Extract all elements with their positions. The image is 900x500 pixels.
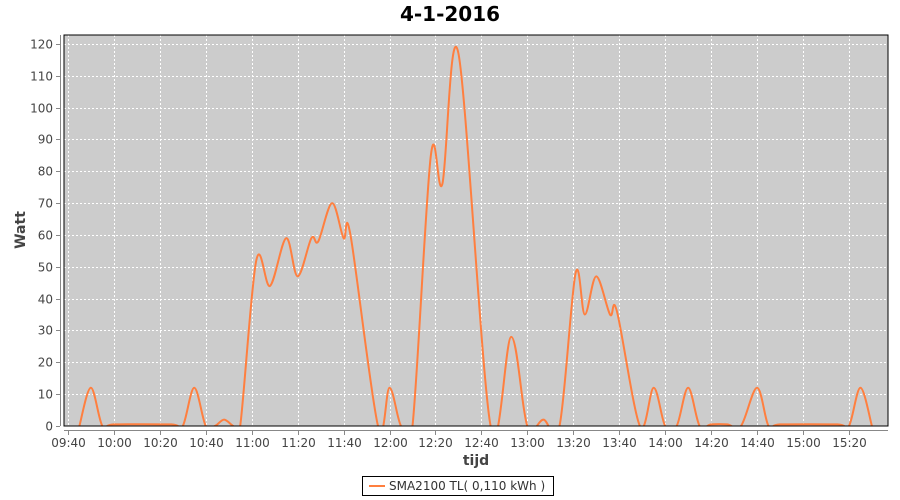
y-tick-label: 120 (30, 38, 53, 52)
y-tick-label: 70 (38, 197, 53, 211)
chart-title: 4-1-2016 (399, 2, 501, 26)
x-tick-label: 13:40 (602, 436, 637, 450)
x-tick-label: 10:40 (189, 436, 224, 450)
x-tick-label: 10:20 (143, 436, 178, 450)
x-tick-label: 12:00 (373, 436, 408, 450)
y-tick-label: 50 (38, 261, 53, 275)
x-tick-label: 11:20 (281, 436, 316, 450)
x-tick-label: 09:40 (51, 436, 86, 450)
y-tick-label: 60 (38, 229, 53, 243)
x-tick-label: 11:00 (235, 436, 270, 450)
x-tick-label: 13:00 (510, 436, 545, 450)
x-tick-label: 13:20 (556, 436, 591, 450)
x-tick-label: 10:00 (97, 436, 132, 450)
y-tick-label: 80 (38, 165, 53, 179)
y-axis-label: Watt (13, 211, 29, 249)
plot-border (63, 34, 889, 427)
y-tick-label: 100 (30, 102, 53, 116)
x-tick-label: 12:40 (464, 436, 499, 450)
legend-label: SMA2100 TL( 0,110 kWh ) (389, 479, 546, 493)
y-tick-label: 10 (38, 388, 53, 402)
x-tick-label: 15:00 (786, 436, 821, 450)
x-tick-label: 14:00 (648, 436, 683, 450)
x-tick-label: 15:20 (832, 436, 867, 450)
plot-area (64, 35, 888, 426)
series-line (78, 45, 873, 426)
y-tick-label: 0 (45, 420, 53, 434)
x-tick-label: 14:40 (740, 436, 775, 450)
y-tick-label: 30 (38, 324, 53, 338)
x-axis-label: tijd (463, 453, 489, 469)
y-tick-label: 90 (38, 133, 53, 147)
y-tick-label: 20 (38, 356, 53, 370)
x-tick-label: 12:20 (418, 436, 453, 450)
legend-swatch (369, 485, 385, 487)
x-tick-label: 14:20 (694, 436, 729, 450)
x-tick-label: 11:40 (327, 436, 362, 450)
y-tick-label: 40 (38, 293, 53, 307)
y-tick-label: 110 (30, 70, 53, 84)
legend: SMA2100 TL( 0,110 kWh ) (362, 476, 555, 496)
